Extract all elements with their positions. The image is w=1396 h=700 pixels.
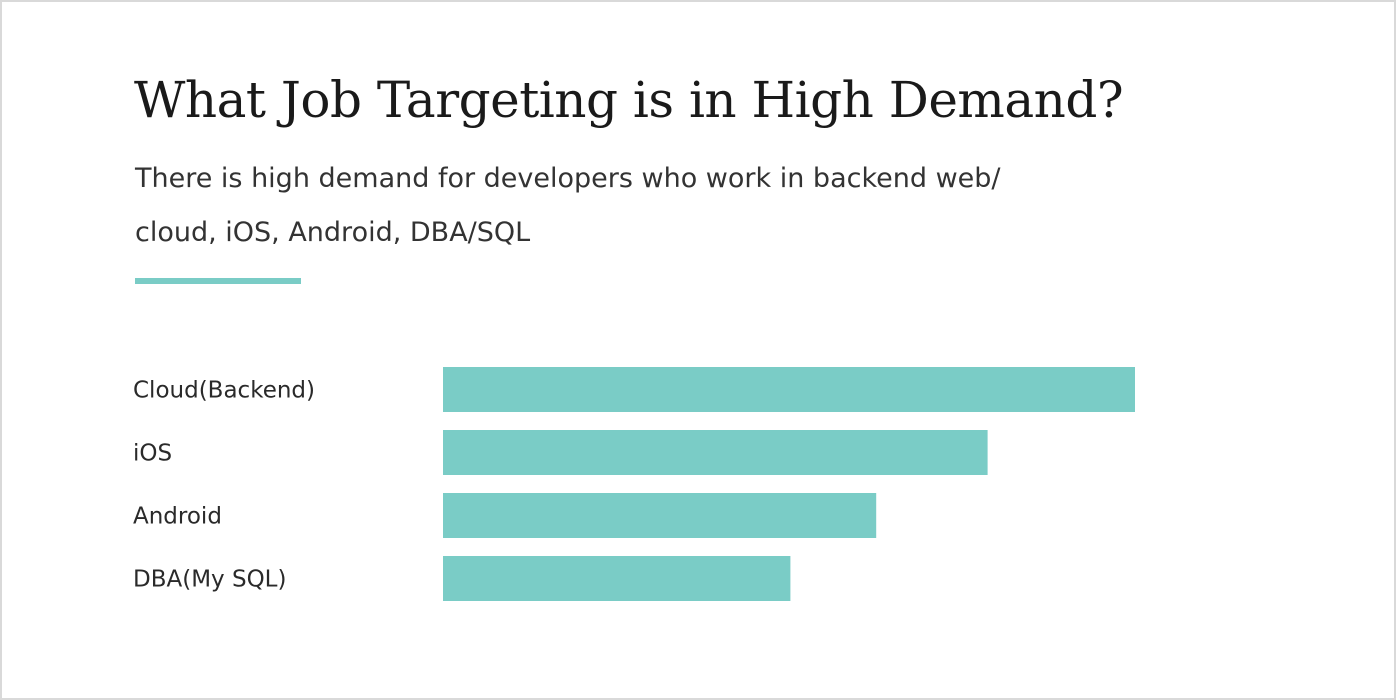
bar-chart: Cloud(Backend) iOS Android DBA(My SQL) <box>133 367 1135 601</box>
accent-underline <box>135 278 301 284</box>
bar <box>443 493 877 538</box>
category-label: Cloud(Backend) <box>133 378 315 404</box>
category-label: DBA(My SQL) <box>133 567 286 593</box>
bar <box>443 367 1135 412</box>
page-subtitle: There is high demand for developers who … <box>135 152 1115 260</box>
bar <box>443 556 791 601</box>
bar <box>443 430 988 475</box>
subtitle-line-1: There is high demand for developers who … <box>135 163 1001 194</box>
category-label: Android <box>133 504 222 530</box>
page-title: What Job Targeting is in High Demand? <box>134 71 1124 129</box>
subtitle-line-2: cloud, iOS, Android, DBA/SQL <box>135 217 531 248</box>
category-label: iOS <box>133 441 172 467</box>
